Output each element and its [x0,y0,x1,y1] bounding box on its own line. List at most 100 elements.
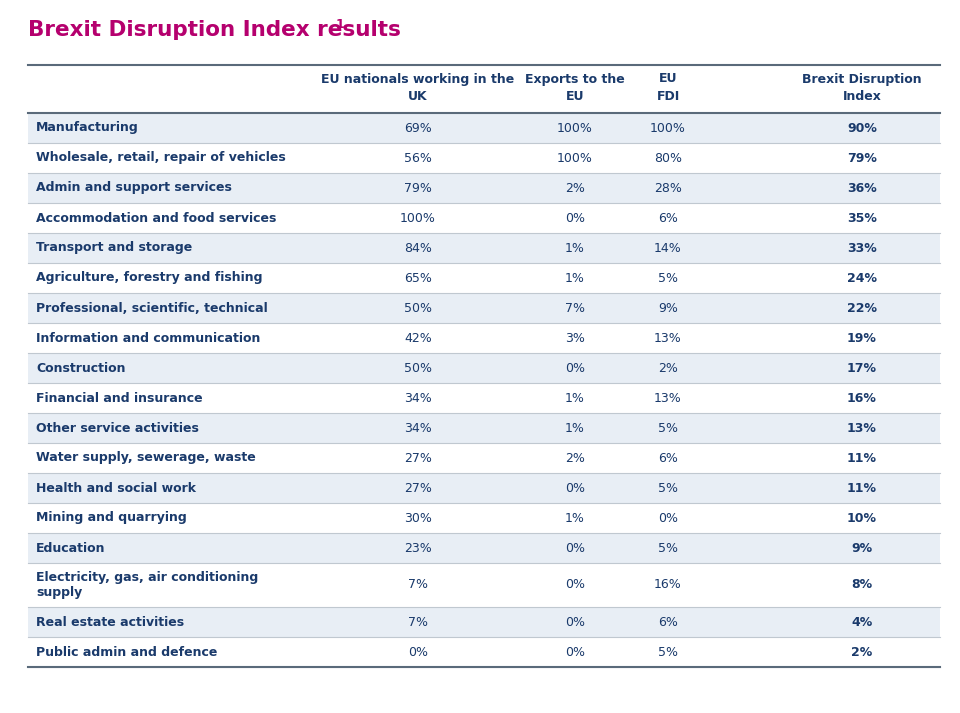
Text: 50%: 50% [404,302,432,314]
Text: 100%: 100% [650,121,686,135]
Text: 34%: 34% [404,421,432,434]
Bar [28,113,940,143]
Text: 8%: 8% [852,578,873,592]
Text: 0%: 0% [408,645,428,659]
Text: 2%: 2% [565,451,585,464]
Text: 4%: 4% [852,615,873,628]
Text: 50%: 50% [404,361,432,374]
Text: Public admin and defence: Public admin and defence [36,645,217,659]
Bar [28,263,940,293]
Text: 1%: 1% [565,511,585,525]
Text: Index: Index [843,91,881,103]
Text: EU nationals working in the: EU nationals working in the [322,73,515,86]
Text: 5%: 5% [658,541,678,555]
Text: 0%: 0% [565,645,585,659]
Text: 22%: 22% [847,302,877,314]
Text: 100%: 100% [557,151,593,165]
Text: Electricity, gas, air conditioning
supply: Electricity, gas, air conditioning suppl… [36,570,258,599]
Bar [28,533,940,563]
Text: Wholesale, retail, repair of vehicles: Wholesale, retail, repair of vehicles [36,151,286,165]
Text: 100%: 100% [557,121,593,135]
Text: 56%: 56% [404,151,432,165]
Text: 5%: 5% [658,421,678,434]
Text: 9%: 9% [658,302,678,314]
Text: Real estate activities: Real estate activities [36,615,184,628]
Bar [28,143,940,173]
Text: 34%: 34% [404,391,432,404]
Text: 0%: 0% [565,481,585,495]
Text: Health and social work: Health and social work [36,481,196,495]
Text: 0%: 0% [565,615,585,628]
Bar [28,503,940,533]
Text: Manufacturing: Manufacturing [36,121,139,135]
Text: Accommodation and food services: Accommodation and food services [36,212,276,225]
Text: 42%: 42% [404,332,432,344]
Text: 14%: 14% [654,242,682,255]
Bar [28,353,940,383]
Bar [28,203,940,233]
Text: Construction: Construction [36,361,126,374]
Text: 79%: 79% [404,182,432,195]
Text: 33%: 33% [847,242,876,255]
Text: Brexit Disruption Index results: Brexit Disruption Index results [28,20,401,40]
Text: Water supply, sewerage, waste: Water supply, sewerage, waste [36,451,255,464]
Text: 2%: 2% [658,361,678,374]
Text: 2%: 2% [852,645,873,659]
Text: 10%: 10% [847,511,877,525]
Text: 3%: 3% [565,332,585,344]
Text: Transport and storage: Transport and storage [36,242,192,255]
Text: 2%: 2% [565,182,585,195]
Bar [28,293,940,323]
Text: Financial and insurance: Financial and insurance [36,391,203,404]
Text: 23%: 23% [404,541,432,555]
Text: 13%: 13% [654,391,682,404]
Bar [28,233,940,263]
Text: 27%: 27% [404,481,432,495]
Text: 13%: 13% [654,332,682,344]
Text: UK: UK [408,91,428,103]
Text: 36%: 36% [847,182,876,195]
Text: Other service activities: Other service activities [36,421,199,434]
Bar [28,413,940,443]
Text: 0%: 0% [565,212,585,225]
Text: 1%: 1% [565,242,585,255]
Bar [28,607,940,637]
Text: 28%: 28% [654,182,682,195]
Text: 84%: 84% [404,242,432,255]
Text: Agriculture, forestry and fishing: Agriculture, forestry and fishing [36,272,262,284]
Text: 7%: 7% [408,578,428,592]
Text: 0%: 0% [565,541,585,555]
Text: 30%: 30% [404,511,432,525]
Text: 80%: 80% [654,151,682,165]
Text: 17%: 17% [847,361,877,374]
Text: Information and communication: Information and communication [36,332,260,344]
Text: 69%: 69% [404,121,432,135]
Text: 7%: 7% [408,615,428,628]
Text: 5%: 5% [658,272,678,284]
Text: 27%: 27% [404,451,432,464]
Text: 5%: 5% [658,645,678,659]
Text: 90%: 90% [847,121,876,135]
Text: 5%: 5% [658,481,678,495]
Text: 79%: 79% [847,151,876,165]
Text: 1%: 1% [565,391,585,404]
Bar [28,173,940,203]
Text: 9%: 9% [852,541,873,555]
Text: Education: Education [36,541,106,555]
Text: Exports to the: Exports to the [525,73,625,86]
Text: 24%: 24% [847,272,877,284]
Text: 1%: 1% [565,272,585,284]
Bar [28,443,940,473]
Text: Professional, scientific, technical: Professional, scientific, technical [36,302,268,314]
Text: 0%: 0% [565,578,585,592]
Bar [28,323,940,353]
Text: Brexit Disruption: Brexit Disruption [803,73,922,86]
Bar [28,383,940,413]
Text: 11%: 11% [847,481,877,495]
Text: Mining and quarrying: Mining and quarrying [36,511,187,525]
Bar [28,563,940,607]
Text: Admin and support services: Admin and support services [36,182,232,195]
Text: 6%: 6% [658,212,678,225]
Bar [28,637,940,667]
Text: FDI: FDI [657,91,680,103]
